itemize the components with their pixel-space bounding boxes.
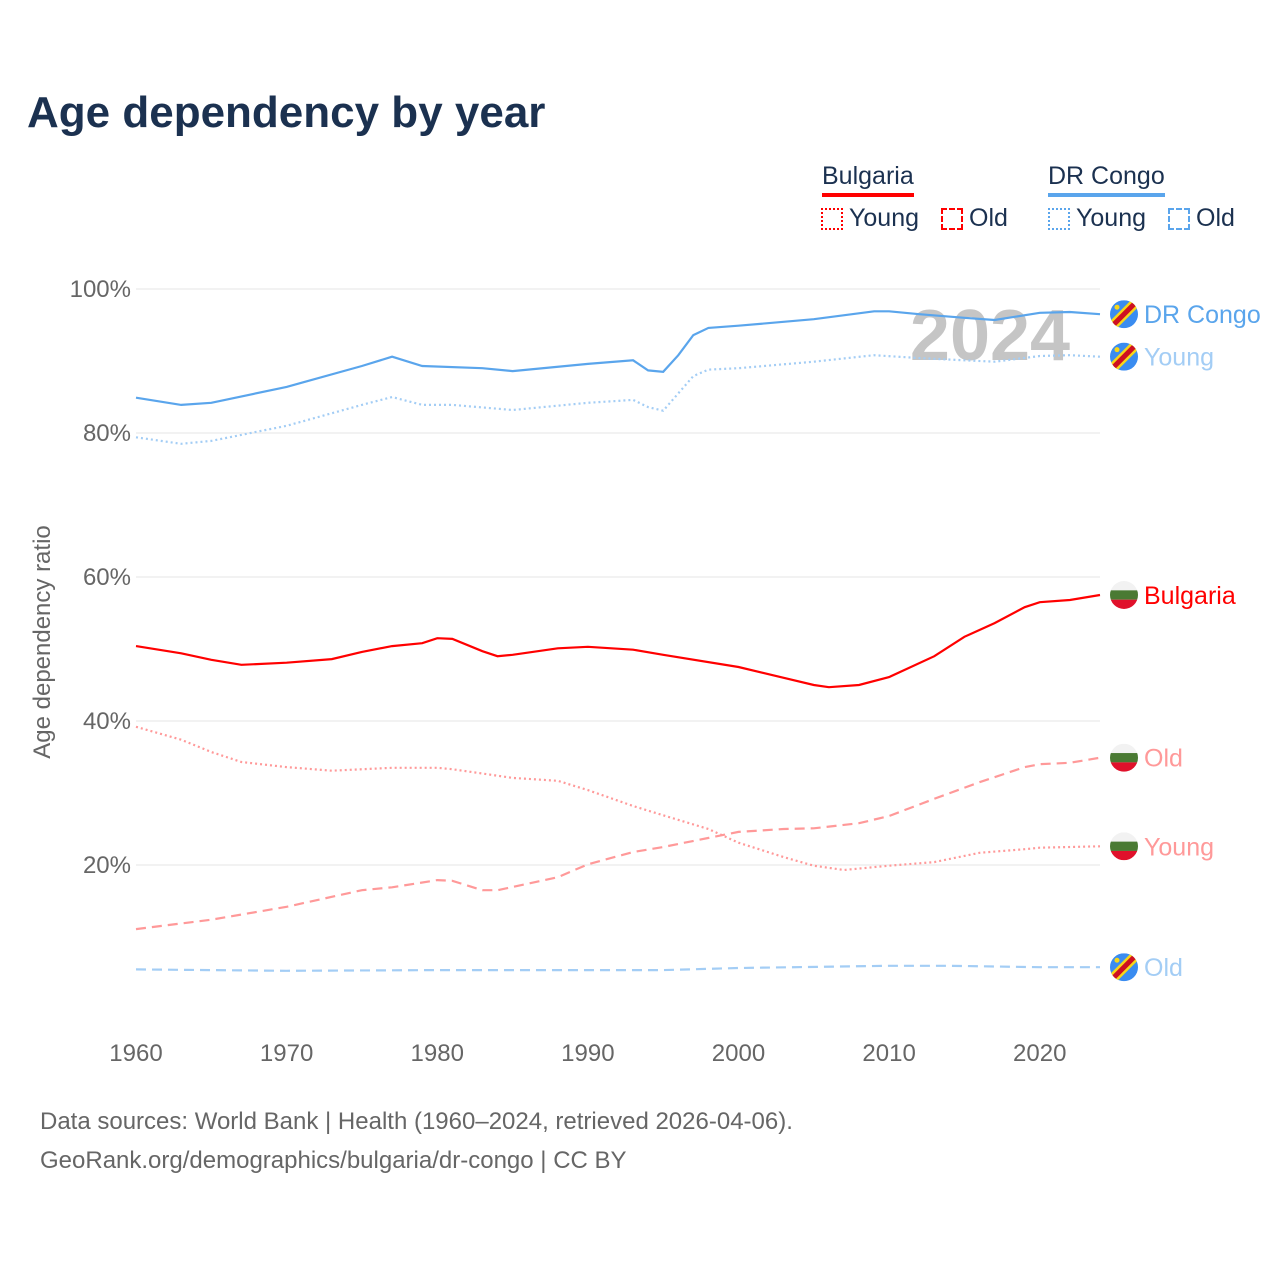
legend-group-bulgaria[interactable]: Bulgaria (822, 162, 914, 197)
y-tick-label: 20% (83, 852, 131, 879)
legend-label: Old (969, 204, 1008, 232)
series-end-label: Old (1144, 954, 1183, 982)
dr-congo-flag-icon (1110, 953, 1138, 982)
attribution-link[interactable]: GeoRank.org/demographics/bulgaria/dr-con… (40, 1147, 627, 1174)
series-end-label: DR Congo (1144, 301, 1261, 329)
series-line-bulgaria[interactable] (135, 593, 1101, 689)
bulgaria-flag-icon (1110, 581, 1138, 609)
legend-item-dr-congo-young[interactable]: Young (1048, 204, 1146, 233)
series-end-label: Young (1144, 344, 1214, 372)
dotted-swatch-icon (821, 207, 843, 230)
series-end-label: Bulgaria (1144, 582, 1236, 610)
series-line-bulgaria-old[interactable] (135, 756, 1101, 931)
legend-item-bulgaria-old[interactable]: Old (941, 204, 1008, 233)
series-end-label: Young (1144, 833, 1214, 861)
y-tick-label: 60% (83, 564, 131, 591)
chart-title: Age dependency by year (27, 88, 546, 137)
x-tick-label: 2000 (712, 1040, 765, 1067)
x-tick-label: 1960 (109, 1040, 162, 1067)
data-source-text: Data sources: World Bank | Health (1960–… (40, 1108, 793, 1135)
legend-label: Old (1196, 204, 1235, 232)
legend-item-bulgaria-young[interactable]: Young (821, 204, 919, 233)
x-tick-label: 1970 (260, 1040, 313, 1067)
series-line-dr-congo[interactable] (135, 310, 1101, 407)
dr-congo-flag-icon (1110, 300, 1138, 329)
legend-label: Young (1076, 204, 1146, 232)
x-tick-label: 2020 (1013, 1040, 1066, 1067)
dotted-swatch-icon (1048, 207, 1070, 230)
year-watermark: 2024 (910, 296, 1070, 376)
y-tick-label: 100% (70, 276, 131, 303)
series-line-dr-congo-young[interactable] (135, 354, 1101, 445)
legend-item-dr-congo-old[interactable]: Old (1168, 204, 1235, 233)
bulgaria-flag-icon (1110, 832, 1138, 861)
legend-group-dr-congo[interactable]: DR Congo (1048, 162, 1165, 197)
dashed-swatch-icon (1168, 207, 1190, 230)
y-axis-label: Age dependency ratio (29, 525, 56, 759)
y-tick-label: 40% (83, 708, 131, 735)
series-end-label: Old (1144, 745, 1183, 773)
x-tick-label: 1980 (411, 1040, 464, 1067)
y-tick-label: 80% (83, 420, 131, 447)
dashed-swatch-icon (941, 207, 963, 230)
x-tick-label: 1990 (561, 1040, 614, 1067)
series-line-bulgaria-young[interactable] (135, 725, 1101, 872)
dr-congo-flag-icon (1110, 342, 1138, 371)
x-tick-label: 2010 (862, 1040, 915, 1067)
series-line-dr-congo-old[interactable] (135, 964, 1100, 972)
bulgaria-flag-icon (1110, 743, 1138, 772)
legend-label: Young (849, 204, 919, 232)
